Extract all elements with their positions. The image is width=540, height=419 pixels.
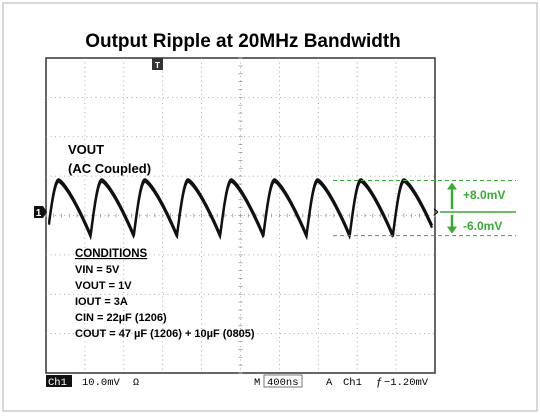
status-time-box xyxy=(263,374,303,388)
waveform-trace-lower xyxy=(47,180,434,241)
channel-1-ground-marker: 1 xyxy=(34,206,47,219)
ripple-positive-label: +8.0mV xyxy=(463,188,505,202)
ripple-negative-arrow-head xyxy=(447,226,457,234)
status-bar: Ch1 10.0mV Ω M 400ns A Ch1 ƒ −1.20mV xyxy=(46,374,429,389)
svg-text:T: T xyxy=(155,61,161,71)
status-trigger-slope: ƒ xyxy=(376,377,383,389)
conditions-heading: CONDITIONS xyxy=(75,248,148,260)
ripple-positive-arrow-head xyxy=(447,182,457,190)
status-coupling: Ω xyxy=(133,378,139,389)
status-ch1-badge xyxy=(46,375,72,387)
ripple-negative-label: -6.0mV xyxy=(463,219,502,233)
condition-vout: VOUT = 1V xyxy=(75,280,132,292)
status-trigger-channel: Ch1 xyxy=(343,377,362,389)
status-volts-per-div: 10.0mV xyxy=(82,377,121,389)
waveform-ch1 xyxy=(47,178,434,241)
signal-coupling-label: (AC Coupled) xyxy=(68,161,151,176)
status-time-label: M xyxy=(254,377,260,389)
ripple-pointer-icon xyxy=(433,208,439,216)
condition-vin: VIN = 5V xyxy=(75,264,120,276)
status-trigger-mode: A xyxy=(326,377,333,389)
ripple-annotation xyxy=(333,180,516,237)
status-trigger-level: −1.20mV xyxy=(384,377,429,389)
condition-iout: IOUT = 3A xyxy=(75,296,128,308)
trigger-position-marker: T xyxy=(152,58,163,71)
condition-cout: COUT = 47 µF (1206) + 10µF (0805) xyxy=(75,328,255,340)
status-time-per-div: 400ns xyxy=(267,377,299,389)
signal-label: VOUT xyxy=(68,142,104,157)
status-channel: Ch1 xyxy=(48,377,67,389)
channel-marker-label: 1 xyxy=(36,208,42,219)
waveform-trace-upper xyxy=(47,178,434,239)
chart-title: Output Ripple at 20MHz Bandwidth xyxy=(85,31,401,52)
condition-cin: CIN = 22µF (1206) xyxy=(75,312,167,324)
